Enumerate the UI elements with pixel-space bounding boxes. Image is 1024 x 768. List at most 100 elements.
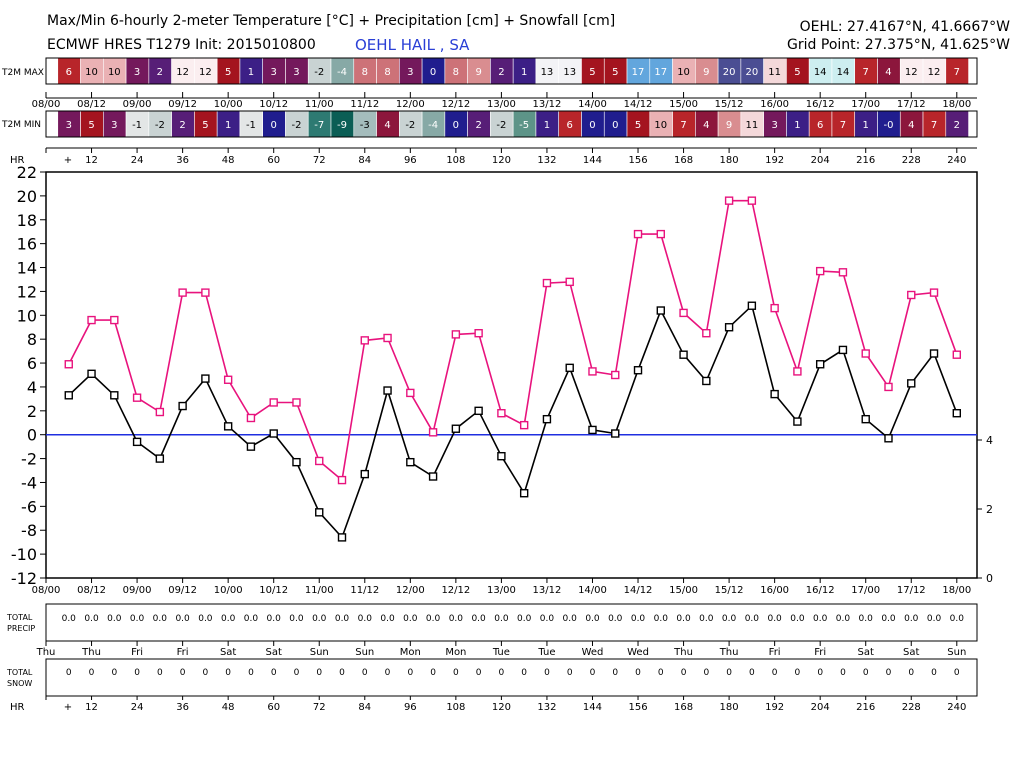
hour-label: 156 xyxy=(628,702,647,713)
max-temp-value: 3 xyxy=(134,67,140,78)
max-temp-value: 12 xyxy=(199,67,212,78)
precip-value: 0.0 xyxy=(517,614,532,624)
min-temp-value: 6 xyxy=(817,120,823,131)
max-temp-value: 12 xyxy=(928,67,941,78)
max-temp-value: 14 xyxy=(814,67,827,78)
min-temp-point xyxy=(633,366,643,375)
hour-label: 132 xyxy=(537,155,556,166)
precip-value: 0.0 xyxy=(859,614,874,624)
max-temp-point xyxy=(155,407,165,417)
min-temp-point xyxy=(223,422,233,431)
snow-value: 0 xyxy=(612,668,618,678)
date-label: 14/12 xyxy=(624,585,653,596)
hour-label: 24 xyxy=(131,155,144,166)
min-temp-value: -2 xyxy=(291,120,301,131)
date-label: 10/12 xyxy=(259,585,288,596)
snow-value: 0 xyxy=(316,668,322,678)
max-temp-point xyxy=(519,420,529,430)
y-tick-label: -6 xyxy=(21,497,37,516)
date-label: 12/00 xyxy=(396,99,425,110)
y-tick-label: -12 xyxy=(11,569,37,588)
max-temp-point xyxy=(178,288,187,297)
day-label: Sat xyxy=(265,647,281,658)
date-label: 08/12 xyxy=(77,585,106,596)
snow-value: 0 xyxy=(499,668,505,678)
min-temp-value: -2 xyxy=(496,120,506,131)
hour-label: 48 xyxy=(222,702,235,713)
date-label: 16/00 xyxy=(760,99,789,110)
max-temp-value: 12 xyxy=(176,67,189,78)
snow-value: 0 xyxy=(840,668,846,678)
snow-value: 0 xyxy=(248,668,254,678)
precip-value: 0.0 xyxy=(471,614,486,624)
date-label: 15/12 xyxy=(715,99,744,110)
hour-label: 132 xyxy=(537,702,556,713)
date-label: 12/12 xyxy=(441,585,470,596)
max-temp-point xyxy=(87,315,96,325)
precip-value: 0.0 xyxy=(130,614,145,624)
hr-axis-label: HR xyxy=(10,155,25,166)
max-temp-point xyxy=(201,288,210,297)
min-temp-value: 7 xyxy=(680,120,686,131)
day-label: Sun xyxy=(947,647,966,658)
y-tick-label: 14 xyxy=(17,259,37,278)
date-label: 12/00 xyxy=(396,585,425,596)
y-tick-label: 20 xyxy=(17,187,37,206)
date-label: 11/12 xyxy=(350,99,379,110)
y-tick-label: 12 xyxy=(17,282,37,301)
hour-label: 192 xyxy=(765,702,784,713)
hour-label: 36 xyxy=(176,155,189,166)
hour-label: 180 xyxy=(720,155,739,166)
min-temp-point xyxy=(64,391,73,400)
date-label: 09/12 xyxy=(168,99,197,110)
min-temp-point xyxy=(155,454,165,463)
min-temp-point xyxy=(519,489,529,498)
precip-value: 0.0 xyxy=(745,614,760,624)
min-temp-point xyxy=(451,424,461,433)
snow-value: 0 xyxy=(817,668,823,678)
hour-label: 120 xyxy=(492,155,511,166)
max-temp-value: 5 xyxy=(589,67,595,78)
precip-value: 0.0 xyxy=(312,614,327,624)
min-temp-value: -7 xyxy=(314,120,324,131)
y-tick-label: 0 xyxy=(27,426,37,445)
date-label: 17/12 xyxy=(897,99,926,110)
min-temp-point xyxy=(565,363,574,373)
max-temp-value: 5 xyxy=(225,67,231,78)
hour-label: 240 xyxy=(947,155,966,166)
hr-axis-label: HR xyxy=(10,702,25,713)
precip-value: 0.0 xyxy=(403,614,418,624)
precip-value: 0.0 xyxy=(813,614,828,624)
date-label: 12/12 xyxy=(441,99,470,110)
day-label: Thu xyxy=(719,647,739,658)
max-temp-value: 12 xyxy=(905,67,918,78)
min-temp-value: 7 xyxy=(931,120,937,131)
y2-tick-label: 4 xyxy=(986,434,993,447)
day-label: Fri xyxy=(177,647,189,658)
max-temp-point xyxy=(747,196,757,205)
min-temp-point xyxy=(724,323,734,332)
snow-value: 0 xyxy=(772,668,778,678)
precip-value: 0.0 xyxy=(335,614,350,624)
min-temp-value: -1 xyxy=(246,120,256,131)
hour-label: 60 xyxy=(267,155,280,166)
snow-value: 0 xyxy=(886,668,892,678)
precip-value: 0.0 xyxy=(904,614,919,624)
precip-row-frame xyxy=(45,603,978,642)
max-temp-point xyxy=(793,367,802,376)
hour-label: 156 xyxy=(628,155,647,166)
day-label: Sat xyxy=(220,647,236,658)
min-temp-value: -2 xyxy=(155,120,165,131)
hour-label: 204 xyxy=(811,155,830,166)
snow-value: 0 xyxy=(225,668,231,678)
min-row-frame xyxy=(45,110,978,138)
max-temp-value: 2 xyxy=(157,67,163,78)
precip-value: 0.0 xyxy=(950,614,965,624)
snow-value: 0 xyxy=(339,668,345,678)
snow-value: 0 xyxy=(294,668,300,678)
max-temp-value: 17 xyxy=(632,67,645,78)
date-label: 11/00 xyxy=(305,99,334,110)
min-temp-value: 0 xyxy=(271,120,277,131)
precip-value: 0.0 xyxy=(267,614,282,624)
max-temp-point xyxy=(724,196,734,205)
